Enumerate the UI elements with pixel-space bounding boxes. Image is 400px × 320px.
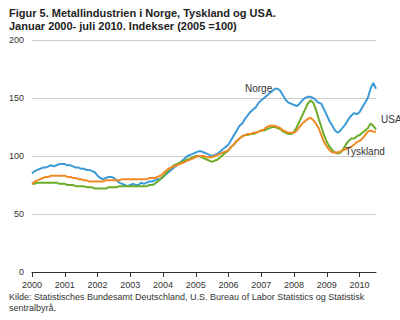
svg-text:2007: 2007 (251, 280, 271, 290)
svg-text:2004: 2004 (153, 280, 173, 290)
svg-text:Kilde: Statistisches Bundesamt: Kilde: Statistisches Bundesamt Deutschla… (9, 292, 367, 302)
svg-text:100: 100 (9, 151, 24, 161)
svg-text:2005: 2005 (186, 280, 206, 290)
svg-text:0: 0 (19, 267, 24, 277)
svg-text:USA: USA (381, 114, 400, 125)
svg-text:2008: 2008 (284, 280, 304, 290)
svg-text:sentralbyrå.: sentralbyrå. (9, 303, 56, 313)
svg-text:2000: 2000 (22, 280, 42, 290)
svg-text:Tyskland: Tyskland (345, 146, 384, 157)
svg-text:Norge: Norge (245, 83, 273, 94)
svg-text:2002: 2002 (88, 280, 108, 290)
svg-text:2006: 2006 (219, 280, 239, 290)
svg-text:Figur 5. Metallindustrien i No: Figur 5. Metallindustrien i Norge, Tyskl… (9, 7, 276, 19)
svg-text:2009: 2009 (317, 280, 337, 290)
svg-text:Januar 2000- juli 2010. Indeks: Januar 2000- juli 2010. Indekser (2005 =… (9, 20, 237, 32)
svg-text:2001: 2001 (55, 280, 75, 290)
svg-text:200: 200 (9, 35, 24, 45)
svg-text:50: 50 (14, 209, 24, 219)
svg-text:2010: 2010 (350, 280, 370, 290)
svg-text:2003: 2003 (120, 280, 140, 290)
svg-text:150: 150 (9, 93, 24, 103)
